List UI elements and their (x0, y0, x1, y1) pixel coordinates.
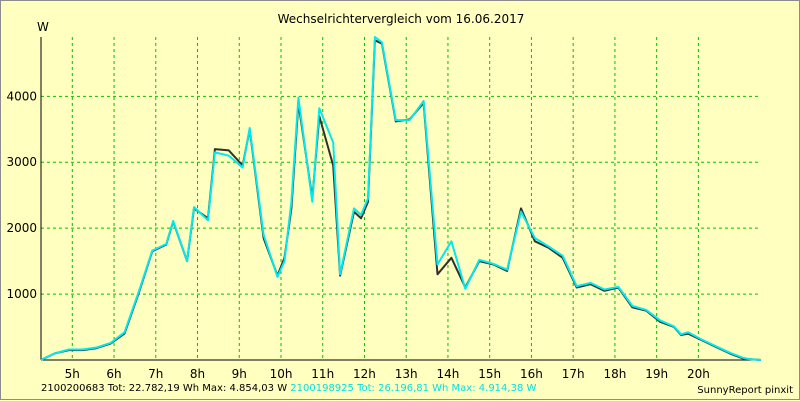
series-lines (40, 36, 762, 361)
y-tick-labels: 1000 2000 3000 4000 (6, 89, 37, 301)
x-tick-label-5: 10h (270, 367, 293, 381)
chart-title: Wechselrichtervergleich vom 16.06.2017 (278, 12, 525, 26)
y-axis-unit: W (37, 20, 49, 34)
x-tick-label-11: 16h (520, 367, 543, 381)
axes (40, 37, 761, 361)
x-tick-labels: 5h 6h 7h 8h 9h 10h 11h 12h 13h 14h 15h 16h 17h 18h 19h… (65, 367, 710, 381)
x-tick-label-13: 18h (603, 367, 626, 381)
y-tick-label-3: 4000 (6, 89, 37, 103)
x-tick-label-0: 5h (65, 367, 80, 381)
series-summary: 2100200683 Tot: 22.782,19 Wh Max: 4.854,… (41, 383, 536, 394)
series-line-1 (40, 39, 762, 361)
series-1-summary: 2100200683 Tot: 22.782,19 Wh Max: 4.854,… (41, 383, 288, 394)
series-2-summary: 2100198925 Tot: 26.196,81 Wh Max: 4.914,… (290, 383, 537, 394)
y-tick-label-0: 1000 (6, 287, 37, 301)
grid-lines (41, 37, 761, 360)
y-tick-label-1: 2000 (6, 221, 37, 235)
y-tick-label-2: 3000 (6, 155, 37, 169)
x-tick-label-14: 19h (645, 367, 668, 381)
brand-label: SunnyReport pinxit (697, 385, 793, 396)
series-line-2 (40, 36, 762, 361)
x-tick-label-8: 13h (395, 367, 418, 381)
x-tick-label-10: 15h (478, 367, 501, 381)
x-tick-label-6: 11h (311, 367, 334, 381)
x-tick-label-3: 8h (190, 367, 205, 381)
x-tick-label-12: 17h (562, 367, 585, 381)
x-tick-label-1: 6h (106, 367, 121, 381)
x-tick-label-4: 9h (232, 367, 247, 381)
x-tick-label-7: 12h (353, 367, 376, 381)
x-tick-label-15: 20h (687, 367, 710, 381)
x-tick-label-2: 7h (148, 367, 163, 381)
x-tick-label-9: 14h (437, 367, 460, 381)
